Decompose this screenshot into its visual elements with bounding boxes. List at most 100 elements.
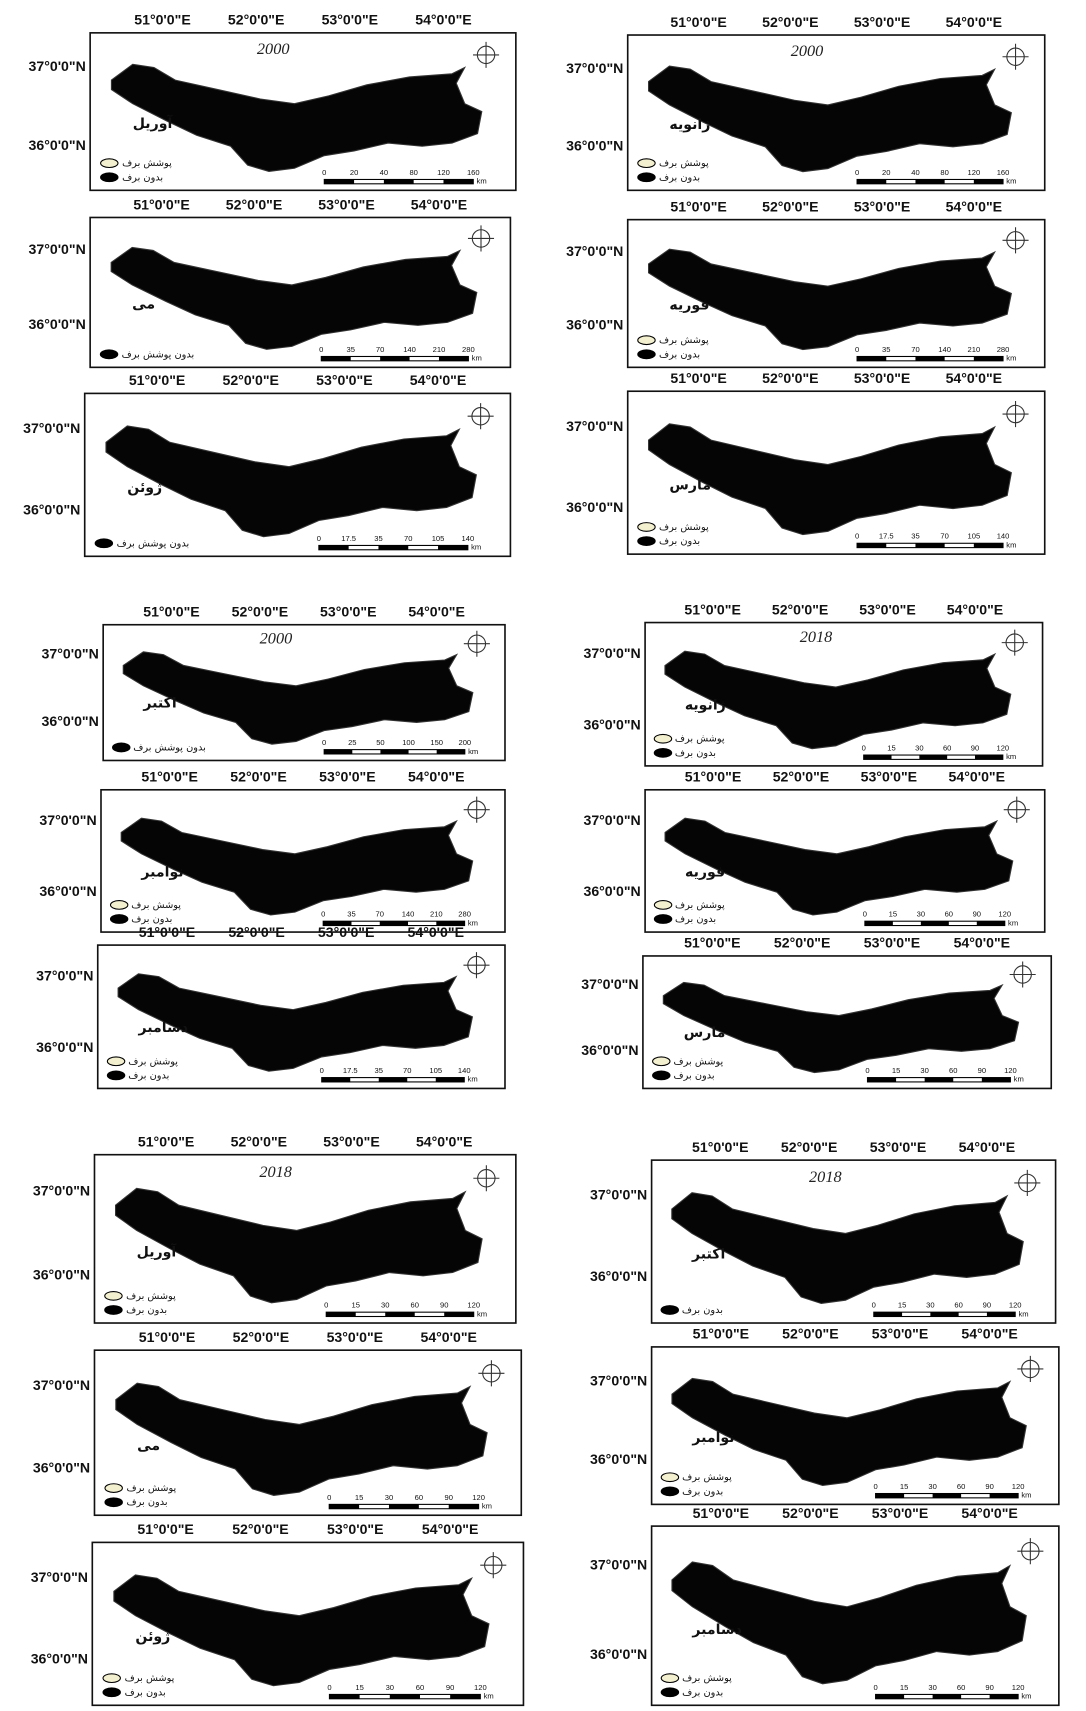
scale-label: 140 [462, 534, 475, 543]
scale-label: 15 [900, 1683, 908, 1692]
latitude-label: 36°0'0"N [29, 316, 86, 332]
scale-label: 120 [437, 168, 450, 177]
month-label: فوریه [685, 864, 725, 880]
scale-label: 60 [943, 744, 951, 753]
latitude-label: 36°0'0"N [36, 1039, 93, 1055]
month-label: فوریه [669, 297, 709, 313]
month-label: آوریل [137, 1242, 178, 1260]
scale-label: 0 [855, 168, 859, 177]
province-shape [671, 1192, 1024, 1305]
scale-unit: km [472, 354, 482, 363]
latitude-label: 37°0'0"N [33, 1182, 90, 1198]
longitude-label: 52°0'0"E [226, 196, 282, 212]
scale-label: 90 [978, 1066, 986, 1075]
scale-label: 70 [376, 910, 384, 919]
legend-icon [104, 1497, 123, 1508]
scale-label: 40 [911, 168, 919, 177]
scale-label: 140 [402, 910, 415, 919]
legend-label: بدون برف [131, 914, 172, 925]
scale-unit: km [468, 1075, 478, 1084]
scale-label: 120 [998, 910, 1011, 919]
longitude-label: 54°0'0"E [411, 196, 468, 212]
scale-bar [857, 543, 887, 548]
legend-label: بدون برف [674, 1070, 715, 1081]
legend-label: پوشش برف [131, 900, 181, 911]
scale-unit: km [482, 1502, 492, 1511]
map-panel: 51°0'0"E 52°0'0"E 53°0'0"E 54°0'0"E 37°0'0"N… [36, 924, 506, 1090]
month-label: ژوئن [127, 480, 162, 496]
longitude-label: 53°0'0"E [318, 196, 375, 212]
scale-bar [857, 179, 887, 184]
scale-label: 120 [467, 1301, 480, 1310]
legend-icon [104, 1290, 123, 1301]
latitude-label: 36°0'0"N [29, 137, 86, 153]
longitude-label: 54°0'0"E [946, 370, 1003, 386]
latitude-label: 36°0'0"N [583, 717, 640, 733]
province-shape [105, 425, 477, 538]
province-shape [113, 1574, 490, 1687]
map-panel: 51°0'0"E 52°0'0"E 53°0'0"E 54°0'0"E 37°0'0"N… [33, 1133, 517, 1324]
scale-bar [324, 749, 353, 754]
scale-unit: km [1006, 177, 1016, 186]
legend-icon [637, 522, 656, 532]
legend-label: پوشش برف [126, 1483, 176, 1494]
longitude-label: 51°0'0"E [139, 924, 196, 940]
scale-label: 15 [889, 910, 897, 919]
scale-label: 90 [973, 910, 981, 919]
year-label: 2000 [257, 39, 290, 58]
scale-label: 60 [415, 1493, 423, 1502]
scale-bar [329, 1694, 360, 1699]
latitude-label: 37°0'0"N [583, 645, 640, 661]
north-arrow [473, 1165, 500, 1192]
longitude-label: 52°0'0"E [782, 1505, 839, 1521]
longitude-label: 54°0'0"E [422, 1521, 479, 1537]
year-label: 2018 [259, 1162, 292, 1181]
scale-label: 0 [873, 1683, 877, 1692]
legend-icon [109, 914, 129, 924]
longitude-label: 52°0'0"E [232, 604, 288, 620]
latitude-label: 36°0'0"N [590, 1646, 647, 1662]
latitude-label: 36°0'0"N [33, 1460, 90, 1476]
map-panel: 51°0'0"E 52°0'0"E 53°0'0"E 54°0'0"E 37°0'0"N… [29, 196, 512, 369]
month-label: ژوئن [135, 1629, 170, 1645]
scale-label: 140 [403, 345, 416, 354]
longitude-label: 52°0'0"E [762, 14, 818, 30]
province-shape [671, 1377, 1027, 1487]
scale-label: 140 [458, 1066, 471, 1075]
legend-icon [106, 1070, 126, 1081]
scale-label: 0 [327, 1493, 331, 1502]
scale-bar [378, 545, 409, 550]
scale-label: 15 [355, 1683, 363, 1692]
scale-label: 25 [348, 738, 356, 747]
longitude-label: 54°0'0"E [410, 372, 467, 388]
longitude-label: 51°0'0"E [137, 1521, 194, 1537]
north-arrow [478, 1360, 505, 1387]
year-label: 2000 [791, 41, 824, 60]
longitude-label: 53°0'0"E [854, 370, 910, 386]
scale-bar [324, 179, 355, 184]
scale-label: 90 [444, 1493, 452, 1502]
longitude-label: 51°0'0"E [138, 1133, 195, 1149]
latitude-label: 36°0'0"N [581, 1042, 638, 1058]
scale-label: 30 [920, 1066, 928, 1075]
legend-icon [660, 1687, 680, 1698]
longitude-label: 51°0'0"E [133, 196, 190, 212]
province-shape [117, 973, 474, 1072]
scale-label: 30 [381, 1301, 389, 1310]
scale-label: 120 [1012, 1482, 1025, 1491]
latitude-label: 36°0'0"N [590, 1268, 647, 1284]
longitude-label: 52°0'0"E [774, 935, 830, 951]
legend-label: پوشش برف [682, 1472, 732, 1483]
month-label: اکتبر [142, 695, 176, 711]
legend-label: بدون برف [125, 1687, 166, 1698]
latitude-label: 36°0'0"N [23, 501, 80, 517]
scale-label: 0 [865, 1066, 869, 1075]
legend-icon [106, 1056, 126, 1067]
longitude-label: 53°0'0"E [861, 769, 918, 785]
latitude-label: 37°0'0"N [29, 241, 86, 257]
scale-bar [924, 1077, 954, 1082]
scale-label: 120 [1004, 1066, 1017, 1075]
longitude-label: 54°0'0"E [954, 935, 1010, 951]
scale-bar [436, 749, 465, 754]
